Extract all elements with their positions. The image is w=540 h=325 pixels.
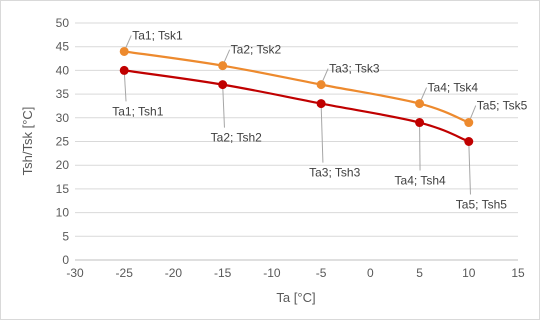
series-points [119, 46, 474, 146]
data-label: Ta1; Tsh1 [112, 104, 163, 118]
x-tick-label: -5 [316, 266, 327, 280]
y-tick-label: 30 [56, 111, 70, 125]
x-tick-label: -20 [165, 266, 183, 280]
tick-labels: 0 5 10 15 20 25 30 35 40 45 50 -30 -25 -20 -15 -10 -5 0 5 1… [56, 16, 525, 280]
x-tick-label: 10 [462, 266, 476, 280]
y-tick-label: 35 [56, 87, 70, 101]
data-point [464, 118, 474, 128]
data-point [316, 80, 326, 90]
data-label: Ta4; Tsk4 [428, 81, 479, 95]
y-tick-label: 10 [56, 206, 70, 220]
data-label: Ta2; Tsk2 [231, 43, 282, 57]
y-tick-label: 0 [62, 253, 69, 267]
label-leader [468, 141, 471, 195]
data-label: Ta2; Tsh2 [211, 131, 262, 145]
x-tick-label: -25 [116, 266, 134, 280]
y-tick-label: 45 [56, 40, 70, 54]
label-leader [123, 70, 127, 102]
y-tick-label: 40 [56, 63, 70, 77]
data-point [415, 99, 425, 109]
y-tick-label: 50 [56, 16, 70, 30]
data-point [119, 65, 129, 75]
grid-lines [75, 22, 518, 237]
data-label: Ta3; Tsh3 [309, 166, 360, 180]
data-labels: Ta1; Tsk1 Ta2; Tsk2 Ta3; Tsk3 Ta4; Tsk4 Ta5;… [112, 28, 527, 211]
data-point [316, 99, 326, 109]
label-leader [320, 103, 324, 163]
data-label: Ta5; Tsk5 [477, 99, 528, 113]
data-point [218, 80, 228, 90]
data-point [464, 137, 474, 146]
y-axis-title: Tsh/Tsk [°C] [20, 107, 35, 176]
x-tick-label: -10 [263, 266, 281, 280]
y-tick-label: 25 [56, 135, 70, 149]
data-point [218, 61, 228, 71]
y-tick-label: 15 [56, 182, 70, 196]
x-axis-title: Ta [°C] [276, 290, 315, 305]
data-label: Ta3; Tsk3 [329, 62, 380, 76]
data-point [119, 46, 129, 56]
data-point [415, 118, 425, 128]
label-leader [419, 122, 421, 171]
x-tick-label: -30 [66, 266, 84, 280]
data-label: Ta4; Tsh4 [395, 174, 446, 188]
y-tick-label: 5 [62, 229, 69, 243]
data-label: Ta5; Tsh5 [456, 198, 507, 212]
y-tick-label: 20 [56, 158, 70, 172]
x-tick-label: 0 [367, 266, 374, 280]
x-tick-label: 15 [511, 266, 525, 280]
x-tick-label: -15 [214, 266, 232, 280]
label-leader [222, 84, 225, 128]
x-tick-label: 5 [416, 266, 423, 280]
data-label: Ta1; Tsk1 [132, 28, 183, 42]
